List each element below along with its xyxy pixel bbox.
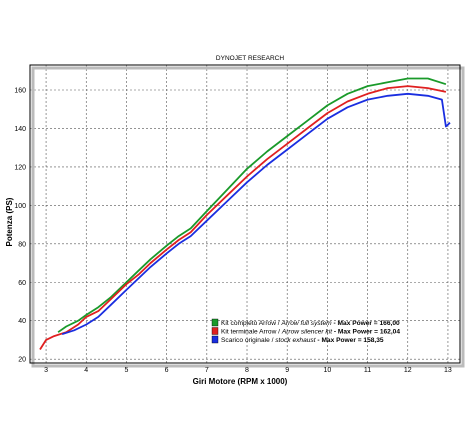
legend-entry-3: Scarico originale / stock exhaust - Max … (221, 337, 384, 344)
x-axis-label: Giri Motore (RPM x 1000) (193, 377, 288, 386)
y-axis-label: Potenza (PS) (5, 197, 14, 246)
y-tick-label: 20 (18, 357, 26, 364)
legend-entry-part: - Max Power = 162,04 (332, 329, 400, 336)
legend-entry-part: Arrow silencer kit (281, 329, 333, 336)
y-tick-label: 160 (14, 87, 26, 94)
legend-entry-part: - Max Power = 166,00 (332, 320, 400, 327)
x-tick-label: 7 (205, 367, 209, 374)
y-tick-label: 120 (14, 164, 26, 171)
chart-title: DYNOJET RESEARCH (216, 55, 284, 62)
legend-entry-part: Kit completo Arrow / (221, 320, 281, 327)
plot-frame (29, 64, 461, 364)
legend-entry-part: stock exhaust (275, 337, 316, 344)
x-tick-label: 12 (404, 367, 412, 374)
y-tick-label: 100 (14, 203, 26, 210)
legend-entry-part: Scarico originale / (221, 337, 275, 344)
legend-entry-part: - Max Power = 158,35 (316, 337, 384, 344)
x-tick-label: 10 (323, 367, 331, 374)
x-tick-label: 5 (124, 367, 128, 374)
legend-entry-1: Kit completo Arrow / Arrow full system -… (221, 320, 400, 327)
x-tick-label: 3 (44, 367, 48, 374)
y-tick-label: 40 (18, 318, 26, 325)
x-tick-label: 9 (285, 367, 289, 374)
series-line-3 (61, 92, 451, 336)
x-tick-label: 6 (165, 367, 169, 374)
y-tick-label: 140 (14, 126, 26, 133)
series-line-2 (39, 85, 447, 350)
x-tick-label: 11 (364, 367, 371, 374)
legend: Kit completo Arrow / Arrow full system -… (211, 318, 400, 344)
plot-shadow (31, 66, 465, 368)
x-tick-label: 8 (245, 367, 249, 374)
legend-entry-part: Kit terminale Arrow / (221, 329, 282, 336)
x-tick-label: 4 (84, 367, 88, 374)
series-line-1 (57, 77, 447, 333)
legend-swatch-3 (211, 335, 219, 344)
y-tick-label: 60 (18, 280, 26, 287)
legend-swatch-2 (211, 327, 219, 335)
legend-entry-2: Kit terminale Arrow / Arrow silencer kit… (221, 329, 400, 336)
y-tick-label: 80 (18, 241, 26, 248)
legend-entry-part: Arrow full system (280, 320, 332, 327)
x-tick-label: 13 (444, 367, 452, 374)
legend-swatch-1 (211, 318, 219, 327)
